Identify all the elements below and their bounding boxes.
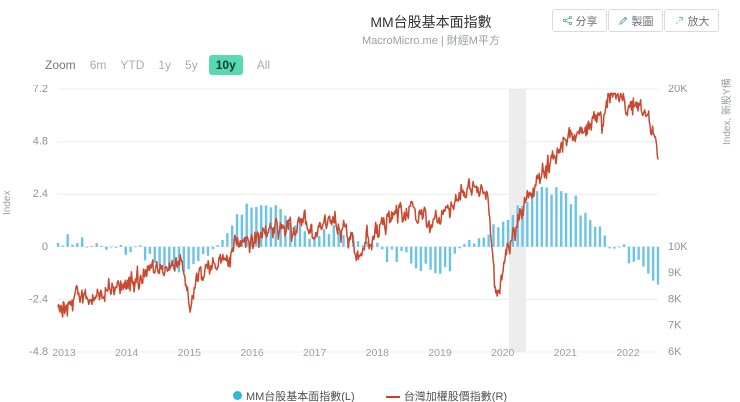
- svg-text:6K: 6K: [668, 346, 682, 358]
- svg-text:20K: 20K: [668, 85, 688, 95]
- svg-text:-4.8: -4.8: [29, 346, 48, 358]
- svg-text:8K: 8K: [668, 293, 682, 305]
- svg-text:2020: 2020: [491, 347, 515, 359]
- svg-text:0: 0: [42, 241, 48, 253]
- svg-text:-2.4: -2.4: [29, 293, 48, 305]
- svg-text:2016: 2016: [240, 347, 264, 359]
- svg-text:2017: 2017: [303, 347, 327, 359]
- svg-text:4.8: 4.8: [33, 136, 48, 148]
- svg-text:2018: 2018: [366, 347, 390, 359]
- svg-text:2021: 2021: [554, 347, 578, 359]
- svg-text:2022: 2022: [616, 347, 640, 359]
- svg-text:10K: 10K: [668, 241, 688, 253]
- svg-text:9K: 9K: [668, 267, 682, 279]
- svg-text:7.2: 7.2: [33, 85, 48, 95]
- svg-text:7K: 7K: [668, 320, 682, 332]
- svg-text:2014: 2014: [115, 347, 139, 359]
- svg-text:2015: 2015: [178, 347, 202, 359]
- svg-text:2.4: 2.4: [33, 188, 48, 200]
- svg-text:2013: 2013: [52, 347, 76, 359]
- svg-text:2019: 2019: [428, 347, 452, 359]
